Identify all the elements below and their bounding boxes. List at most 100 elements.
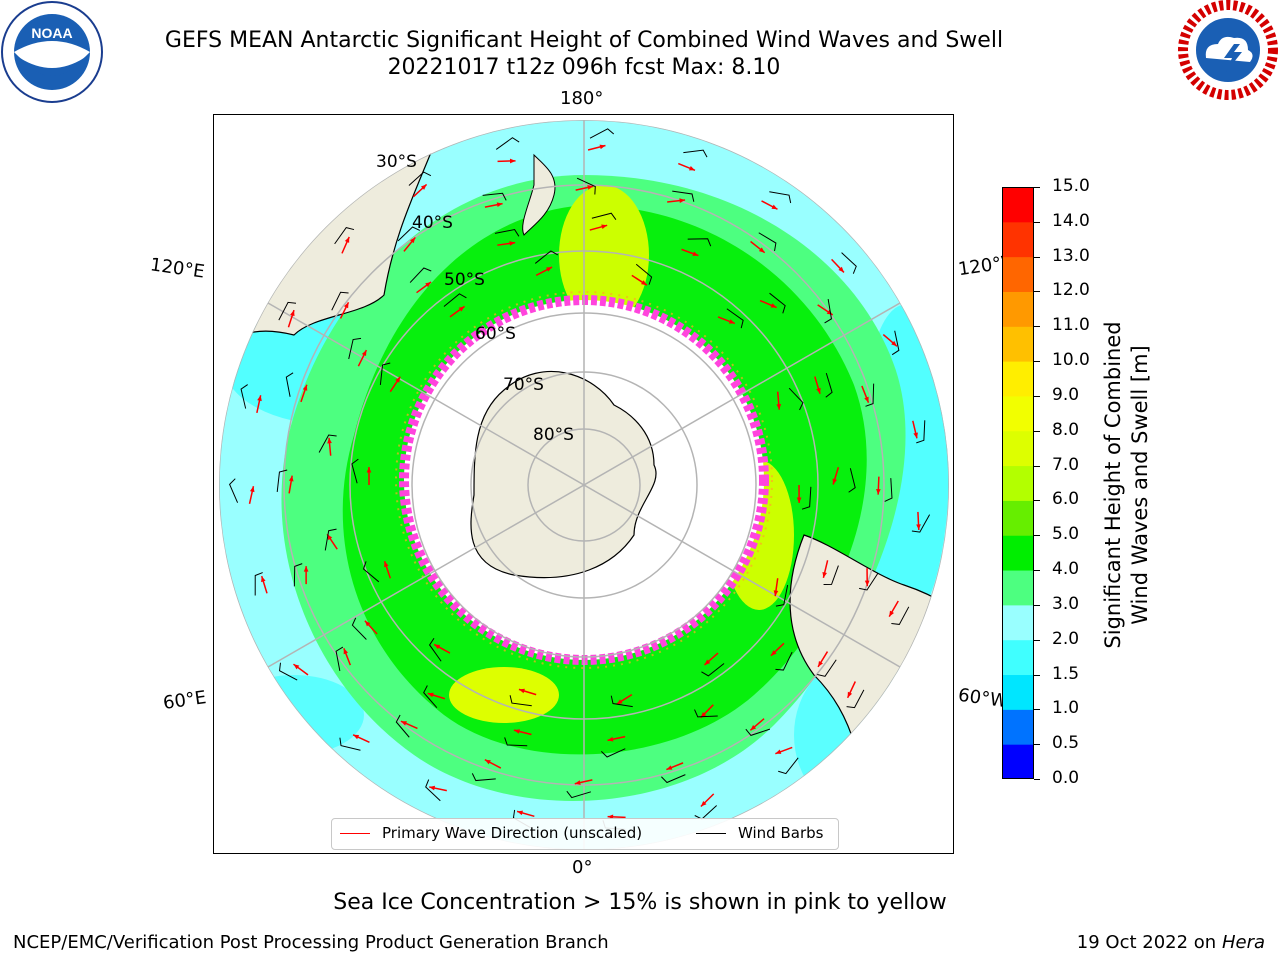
colorbar-tick-mark — [1034, 291, 1040, 293]
wave-max-pacific — [559, 185, 649, 325]
colorbar-tick-mark — [1034, 709, 1040, 711]
wind-barb — [891, 606, 910, 625]
wind-barb — [823, 565, 839, 586]
wave-arrow-head — [509, 158, 516, 164]
wave-arrow-head — [509, 241, 516, 246]
wind-barb — [601, 748, 626, 758]
colorbar-segment — [1002, 291, 1034, 327]
wind-barb — [846, 689, 865, 709]
wind-barbs — [229, 128, 931, 830]
wave-arrow-head — [344, 236, 350, 243]
wave-arrow-head — [891, 340, 897, 347]
wind-barb — [778, 757, 799, 775]
date-text: 19 Oct 2022 on — [1076, 932, 1217, 953]
wind-barb — [423, 685, 438, 708]
wave-arrow-head — [429, 785, 436, 791]
colorbar-tick-mark — [1034, 779, 1040, 780]
wave-arrow-head — [770, 650, 777, 656]
wave-arrow-head — [864, 580, 870, 587]
colorbar-tick-label: 6.0 — [1052, 489, 1080, 510]
lon-label-0: 0° — [572, 857, 593, 878]
wave-arrow-head — [679, 198, 686, 203]
wind-barb — [425, 779, 441, 802]
wind-barb — [279, 662, 298, 681]
wave-arrow-head — [425, 282, 432, 288]
antarctica-land — [470, 371, 657, 579]
wave-arrow-head — [776, 403, 782, 410]
wave-arrow-head — [692, 251, 699, 256]
wind-barb — [884, 478, 893, 502]
wind-barb — [362, 561, 380, 583]
colorbar-tick-label: 5.0 — [1052, 524, 1080, 545]
wave-arrow-head — [666, 765, 673, 770]
wind-barb — [318, 434, 337, 453]
wind-barb — [504, 737, 528, 747]
wave-arrow-head — [366, 467, 372, 473]
wind-barb — [471, 773, 496, 782]
wave-arrow-head — [395, 376, 401, 383]
wind-barb — [576, 177, 596, 195]
wave-arrow-head — [641, 280, 647, 286]
colorbar-tick-label: 0.5 — [1052, 733, 1080, 754]
wave-arrow-head — [327, 437, 332, 444]
wave-arrow-head — [400, 721, 407, 726]
new-zealand-land — [522, 153, 556, 236]
wind-barb — [848, 468, 856, 493]
wave-arrow-head — [302, 384, 308, 391]
wind-barb — [769, 191, 792, 204]
sea-ice-caption: Sea Ice Concentration > 15% is shown in … — [333, 890, 947, 915]
wind-barb — [726, 308, 744, 329]
lon-label-60e: 60°E — [161, 687, 208, 714]
wave-arrow-head — [771, 204, 778, 210]
wave-arrow-head — [587, 185, 594, 190]
colorbar-tick-label: 1.5 — [1052, 663, 1080, 684]
colorbar-tick-mark — [1034, 187, 1040, 188]
wave-arrow-head — [607, 736, 614, 742]
wave-arrow-head — [364, 620, 371, 627]
wave-arrow-head — [826, 309, 833, 315]
wave-arrow-head — [916, 524, 921, 530]
noaa-logo-text: NOAA — [31, 25, 72, 41]
colorbar-label-line1: Significant Height of Combined — [1101, 321, 1125, 649]
wave-arrow-head — [249, 486, 255, 493]
wind-barb — [865, 383, 875, 407]
wave-arrow-head — [427, 692, 434, 698]
colorbar-segment — [1002, 187, 1034, 223]
wind-barb — [916, 420, 926, 444]
wave-arrow-head — [458, 306, 465, 312]
colorbar-tick-label: 13.0 — [1052, 245, 1090, 266]
colorbar-segment — [1002, 256, 1034, 292]
colorbar-tick-label: 10.0 — [1052, 350, 1090, 371]
wave-arrow-head — [796, 497, 802, 503]
colorbar-tick-label: 2.0 — [1052, 628, 1080, 649]
colorbar-tick-mark — [1034, 674, 1040, 676]
wave-arrow-head — [410, 237, 416, 244]
wave-arrow-head — [343, 648, 349, 655]
colorbar-tick-label: 0.0 — [1052, 768, 1080, 788]
wind-barb — [443, 293, 467, 307]
colorbar-tick-label: 14.0 — [1052, 210, 1090, 231]
wave-arrow-head — [822, 571, 827, 578]
map-panel — [213, 114, 954, 854]
wave-arrow-head — [290, 310, 295, 317]
wave-direction-arrows — [248, 144, 921, 820]
colorbar-segment — [1002, 639, 1034, 676]
colorbar-segment — [1002, 604, 1034, 641]
wave-arrow-head — [889, 610, 895, 617]
colorbar-segment — [1002, 326, 1034, 362]
wind-barb — [293, 563, 303, 587]
wind-barb — [395, 714, 410, 738]
wind-barb — [788, 387, 804, 411]
colorbar-label-line2: Wind Waves and Swell [m] — [1128, 345, 1152, 625]
colorbar-segment — [1002, 535, 1034, 571]
wind-barb — [397, 226, 421, 242]
wind-barb — [683, 149, 708, 158]
lat-label-50s: 50°S — [444, 270, 485, 290]
colorbar-segment — [1002, 674, 1034, 710]
legend-item-wave: Primary Wave Direction (unscaled) — [340, 824, 642, 842]
colorbar-tick-mark — [1034, 500, 1040, 502]
wind-barb — [701, 663, 725, 677]
wind-barb — [911, 514, 931, 533]
colorbar-segment — [1002, 500, 1034, 536]
colorbar — [1002, 187, 1034, 779]
